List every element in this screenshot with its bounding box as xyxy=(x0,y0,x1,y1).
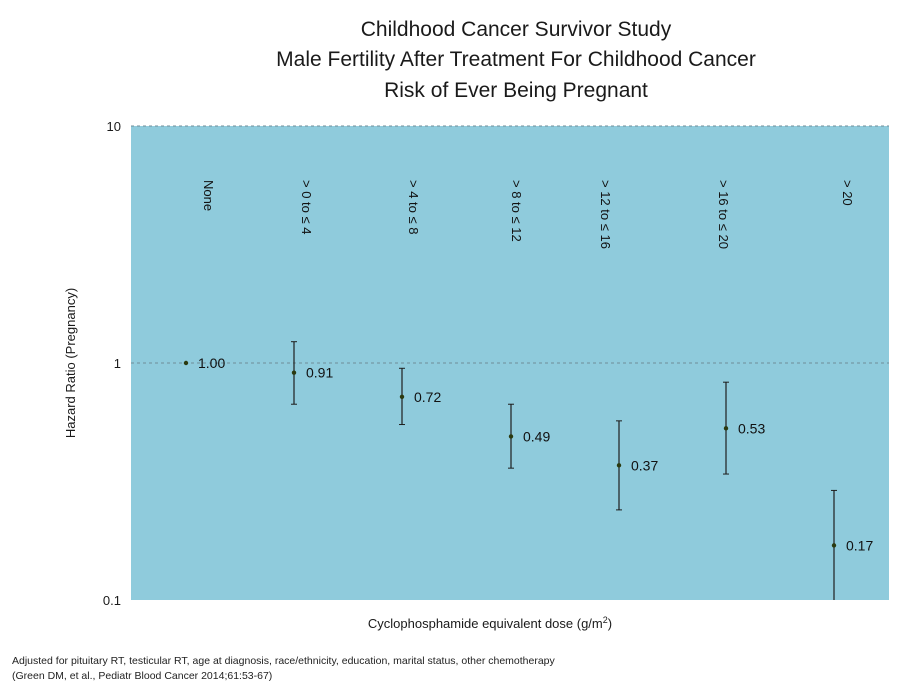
chart-title: Childhood Cancer Survivor Study Male Fer… xyxy=(276,18,756,102)
data-label-3: 0.72 xyxy=(414,389,441,405)
title-line-2: Male Fertility After Treatment For Child… xyxy=(276,48,756,71)
category-label-5: > 12 to ≤ 16 xyxy=(598,180,613,249)
category-label-6: > 16 to ≤ 20 xyxy=(716,180,731,249)
x-axis-label: Cyclophosphamide equivalent dose (g/m2) xyxy=(368,615,612,631)
point-marker-5 xyxy=(616,463,622,468)
point-marker-7 xyxy=(831,543,837,548)
x-axis-label-end: ) xyxy=(608,616,612,631)
data-label-2: 0.91 xyxy=(306,365,333,381)
category-label-4: > 8 to ≤ 12 xyxy=(509,180,524,242)
x-axis-label-sup: 2 xyxy=(603,615,608,625)
data-label-7: 0.17 xyxy=(846,537,873,553)
y-tick-label-0-1: 0.1 xyxy=(103,593,121,608)
point-marker-6 xyxy=(723,426,729,431)
footnote-adjusted: Adjusted for pituitary RT, testicular RT… xyxy=(12,655,556,667)
category-label-2: > 0 to ≤ 4 xyxy=(299,180,314,234)
y-axis-label: Hazard Ratio (Pregnancy) xyxy=(63,288,78,438)
title-line-3: Risk of Ever Being Pregnant xyxy=(384,79,648,102)
footnote-citation: (Green DM, et al., Pediatr Blood Cancer … xyxy=(12,670,272,682)
data-label-5: 0.37 xyxy=(631,457,658,473)
y-axis-ticks: 10 1 0.1 xyxy=(103,119,121,608)
y-tick-label-1: 1 xyxy=(114,356,121,371)
point-marker-1 xyxy=(183,360,189,366)
title-line-1: Childhood Cancer Survivor Study xyxy=(361,18,672,41)
data-marks: 1.00 0.91 0.72 0.49 0.37 0.53 0.17 xyxy=(183,341,873,600)
category-label-1: None xyxy=(201,180,216,211)
category-labels: None > 0 to ≤ 4 > 4 to ≤ 8 > 8 to ≤ 12 > 12 … xyxy=(201,180,855,249)
x-axis-label-main: Cyclophosphamide equivalent dose (g/m xyxy=(368,616,603,631)
point-marker-4 xyxy=(508,434,514,439)
data-label-4: 0.49 xyxy=(523,428,550,444)
data-label-6: 0.53 xyxy=(738,420,765,436)
category-label-3: > 4 to ≤ 8 xyxy=(406,180,421,234)
point-marker-3 xyxy=(399,394,405,400)
data-label-1: 1.00 xyxy=(198,355,225,371)
gridlines xyxy=(131,125,889,364)
category-label-7: > 20 xyxy=(840,180,855,206)
point-marker-2 xyxy=(291,370,297,375)
y-tick-label-10: 10 xyxy=(107,119,121,134)
